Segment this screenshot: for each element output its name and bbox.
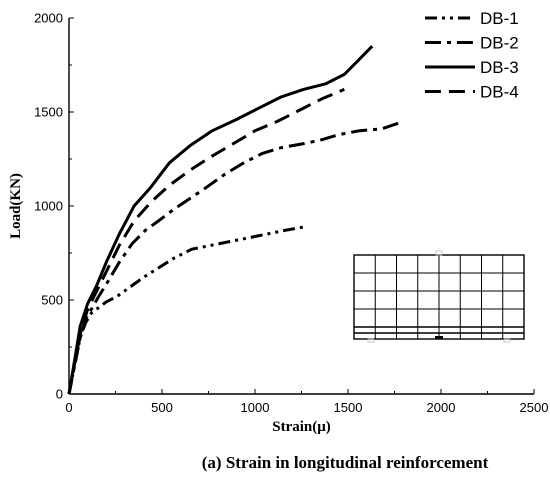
inset-load-point (435, 250, 443, 256)
y-tick-label: 0 (56, 387, 63, 402)
figure-caption: (a) Strain in longitudinal reinforcement (202, 453, 489, 472)
x-axis: 0 500 1000 1500 2000 2500 (65, 389, 548, 415)
y-tick-label: 500 (41, 293, 63, 308)
y-axis-title: Load(KN) (8, 173, 24, 239)
series-layer (67, 45, 405, 395)
legend-label-db-4: DB-4 (480, 83, 519, 102)
beam-grid-inset (353, 250, 525, 343)
y-tick-label: 1000 (34, 199, 63, 214)
x-tick-label: 1000 (241, 400, 270, 415)
legend-label-db-3: DB-3 (480, 58, 519, 77)
inset-strain-gauge (435, 336, 443, 339)
inset-support-left (367, 338, 375, 343)
x-tick-label: 2000 (427, 400, 456, 415)
x-axis-title: Strain(μ) (272, 419, 331, 435)
legend: DB-1 DB-2 DB-3 DB-4 (425, 9, 519, 102)
legend-label-db-2: DB-2 (480, 34, 519, 53)
x-tick-label: 500 (151, 400, 173, 415)
inset-support-right (503, 338, 511, 343)
legend-label-db-1: DB-1 (480, 9, 519, 28)
series-line-db-2 (67, 119, 405, 395)
y-tick-label: 2000 (34, 11, 63, 26)
y-axis: 0 500 1000 1500 2000 (34, 11, 74, 402)
x-tick-label: 2500 (520, 400, 549, 415)
x-tick-label: 1500 (334, 400, 363, 415)
y-tick-label: 1500 (34, 105, 63, 120)
series-line-db-1 (67, 225, 306, 395)
x-tick-label: 0 (65, 400, 72, 415)
series-line-db-3 (67, 45, 374, 395)
series-line-db-4 (67, 88, 345, 395)
